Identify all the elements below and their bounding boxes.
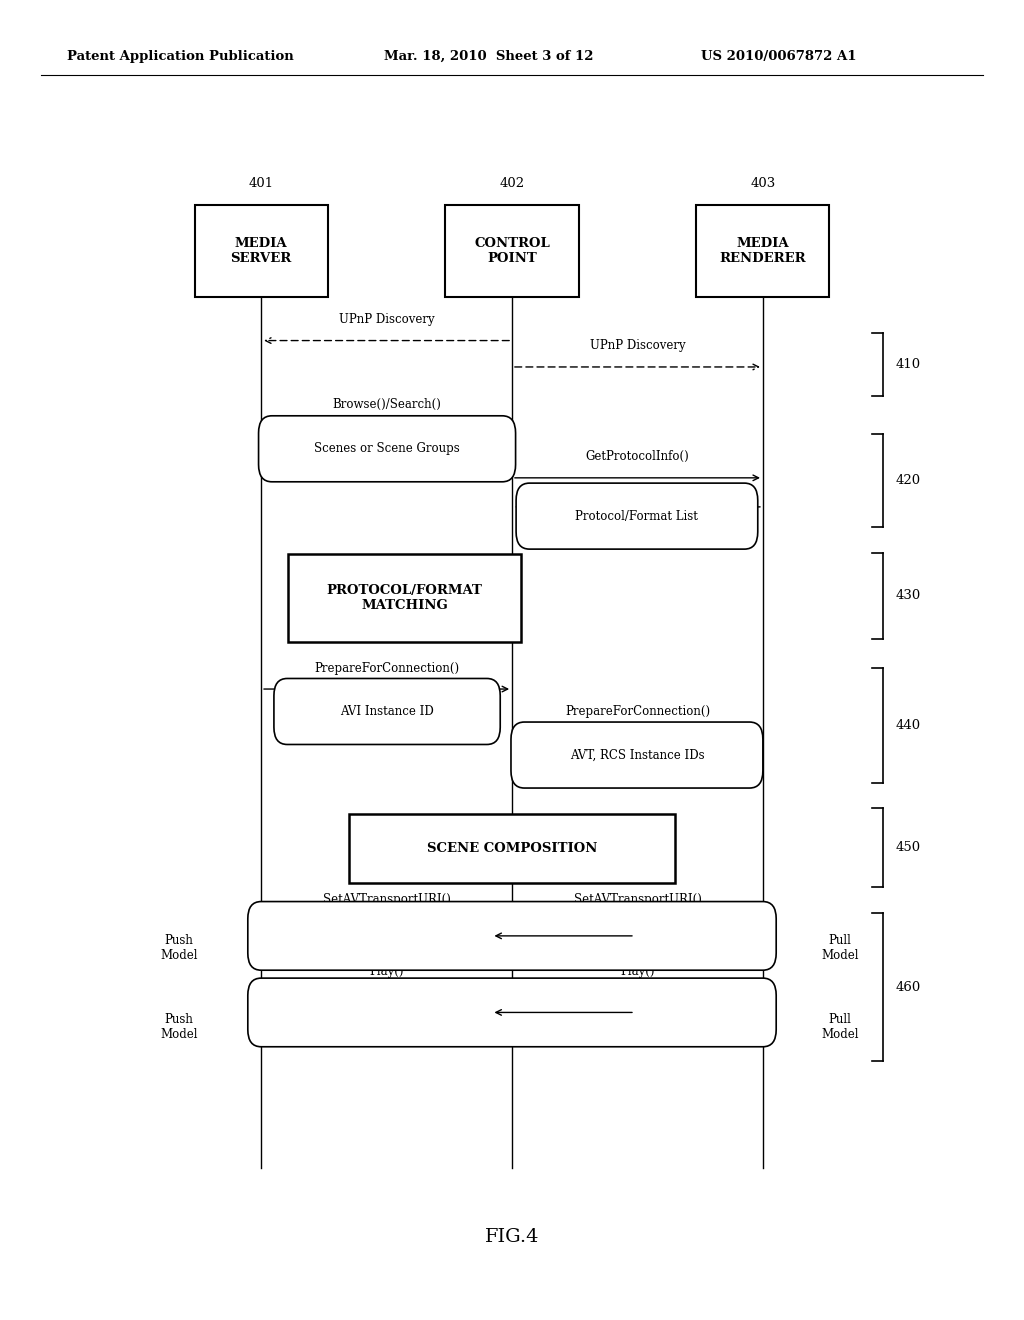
Text: Pull
Model: Pull Model [821, 933, 858, 962]
FancyBboxPatch shape [248, 978, 776, 1047]
Text: 460: 460 [896, 981, 922, 994]
Text: SetAVTransportURI(): SetAVTransportURI() [573, 892, 701, 906]
FancyBboxPatch shape [516, 483, 758, 549]
Text: PrepareForConnection(): PrepareForConnection() [314, 661, 459, 675]
Text: Play(): Play() [370, 965, 403, 978]
Text: AVT, RCS Instance IDs: AVT, RCS Instance IDs [569, 748, 705, 762]
Text: GetProtocolInfo(): GetProtocolInfo() [586, 450, 689, 463]
Text: PROTOCOL/FORMAT
MATCHING: PROTOCOL/FORMAT MATCHING [327, 583, 482, 612]
Text: SCENE COMPOSITION: SCENE COMPOSITION [427, 842, 597, 855]
FancyBboxPatch shape [248, 902, 776, 970]
Text: MEDIA
RENDERER: MEDIA RENDERER [720, 236, 806, 265]
Text: FIG.4: FIG.4 [484, 1228, 540, 1246]
Text: Mar. 18, 2010  Sheet 3 of 12: Mar. 18, 2010 Sheet 3 of 12 [384, 50, 594, 63]
Text: 430: 430 [896, 590, 922, 602]
Text: Scenes or Scene Groups: Scenes or Scene Groups [314, 442, 460, 455]
FancyBboxPatch shape [349, 814, 675, 883]
Text: Browse()/Search(): Browse()/Search() [332, 397, 441, 411]
Text: SetAVTransportURI(): SetAVTransportURI() [323, 892, 451, 906]
Text: 440: 440 [896, 719, 922, 731]
FancyBboxPatch shape [696, 205, 829, 297]
Text: PrepareForConnection(): PrepareForConnection() [565, 705, 710, 718]
Text: 450: 450 [896, 841, 922, 854]
Text: 402: 402 [500, 177, 524, 190]
Text: UPnP Discovery: UPnP Discovery [339, 313, 434, 326]
FancyBboxPatch shape [511, 722, 763, 788]
Text: Play(): Play() [621, 965, 654, 978]
Text: UPnP Discovery: UPnP Discovery [590, 339, 685, 352]
Text: 410: 410 [896, 358, 922, 371]
Text: Push
Model: Push Model [161, 933, 198, 962]
Text: US 2010/0067872 A1: US 2010/0067872 A1 [701, 50, 857, 63]
Text: CONTROL
POINT: CONTROL POINT [474, 236, 550, 265]
Text: Protocol/Format List: Protocol/Format List [575, 510, 698, 523]
FancyBboxPatch shape [273, 678, 500, 744]
Text: AVI Instance ID: AVI Instance ID [340, 705, 434, 718]
Text: Patent Application Publication: Patent Application Publication [67, 50, 293, 63]
FancyBboxPatch shape [258, 416, 516, 482]
Text: 401: 401 [249, 177, 273, 190]
Text: Push
Model: Push Model [161, 1012, 198, 1041]
Text: 403: 403 [751, 177, 775, 190]
FancyBboxPatch shape [288, 554, 521, 642]
Text: 420: 420 [896, 474, 922, 487]
Text: MEDIA
SERVER: MEDIA SERVER [230, 236, 292, 265]
FancyBboxPatch shape [445, 205, 579, 297]
Text: Pull
Model: Pull Model [821, 1012, 858, 1041]
FancyBboxPatch shape [195, 205, 328, 297]
Text: Protocol/Format List: Protocol/Format List [577, 521, 698, 535]
